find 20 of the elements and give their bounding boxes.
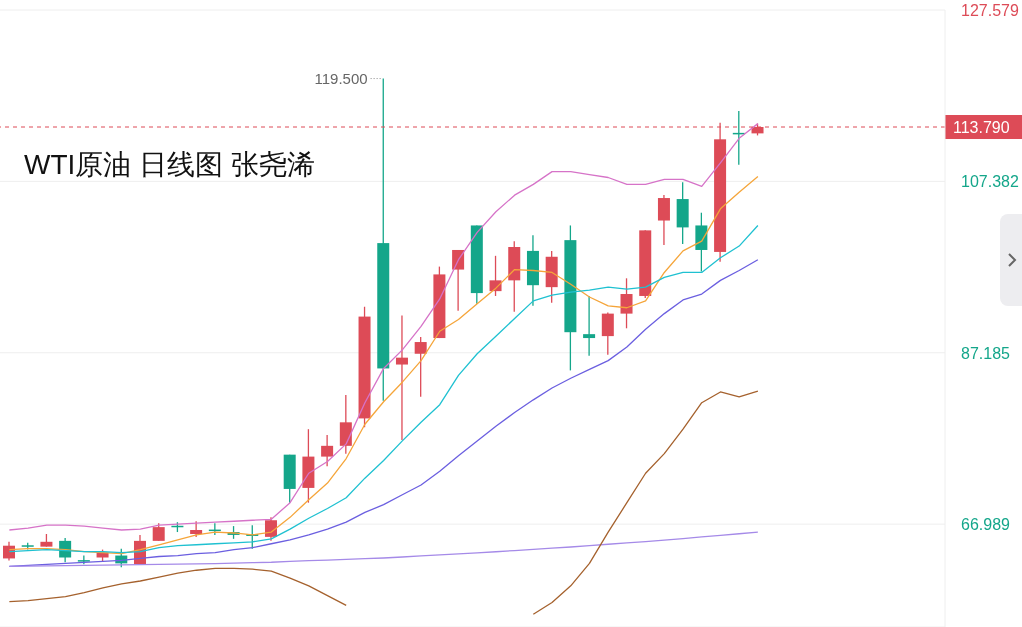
candlestick: [620, 277, 633, 329]
ref-line-label: 113.790: [953, 119, 1010, 137]
y-tick-label: 107.382: [961, 173, 1019, 191]
line-series: [8, 531, 759, 567]
candlestick: [77, 554, 90, 565]
candlestick: [414, 336, 427, 398]
candlestick: [321, 434, 334, 468]
annotation: 119.500: [314, 69, 368, 87]
candlestick: [452, 249, 465, 312]
candlestick: [489, 255, 502, 297]
y-tick-label: 66.989: [961, 516, 1011, 534]
y-tick-label: 87.185: [961, 344, 1011, 362]
candlestick: [601, 311, 614, 356]
text: WTI原油 日线图 张尧浠: [24, 148, 315, 182]
candlestick: [395, 314, 408, 441]
candlestick: [339, 394, 352, 455]
candlestick: [190, 520, 203, 538]
candlestick: [657, 194, 670, 246]
y-tick-label: 127.579: [961, 2, 1019, 19]
candlestick: [583, 295, 596, 357]
